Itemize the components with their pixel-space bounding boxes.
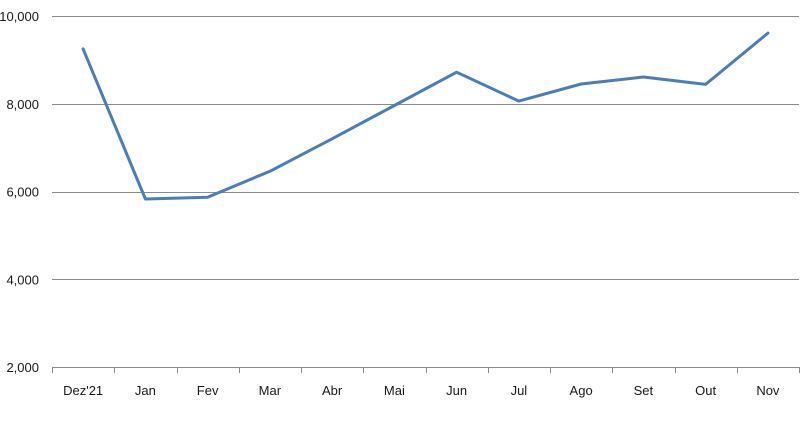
data-point-Jul	[517, 100, 520, 103]
data-point-Set	[642, 75, 645, 78]
x-axis-labels: Dez'21 Jan Fev Mar Abr Mai Jun Jul Ago Set Out Nov	[63, 383, 780, 398]
x-tick-label: Dez'21	[63, 383, 103, 398]
series-line-1	[81, 31, 770, 201]
x-tick-label: Jan	[135, 383, 156, 398]
x-tick-label: Mai	[384, 383, 405, 398]
y-tick-label: 4,000	[6, 272, 39, 287]
series-group	[81, 31, 770, 201]
x-tick-label: Jul	[511, 383, 528, 398]
data-point-Ago	[580, 83, 583, 86]
x-tick-label: Out	[695, 383, 716, 398]
data-point-Fev	[206, 196, 209, 199]
y-tick-label: 6,000	[6, 185, 39, 200]
data-point-Jan	[144, 197, 147, 200]
data-point-Dez21	[82, 47, 85, 50]
data-point-Jun	[455, 71, 458, 74]
y-tick-label: 2,000	[6, 360, 39, 375]
data-point-Mar	[268, 170, 271, 173]
gridlines	[52, 16, 799, 368]
x-tick-label: Ago	[570, 383, 593, 398]
data-point-Abr	[331, 137, 334, 140]
data-point-Nov	[766, 32, 769, 35]
x-tick-label: Abr	[322, 383, 343, 398]
x-tick-label: Set	[634, 383, 654, 398]
y-axis-labels: 2,000 4,000 6,000 8,000 10,000	[0, 9, 39, 375]
y-tick-label: 8,000	[6, 97, 39, 112]
y-tick-label: 10,000	[0, 9, 39, 24]
x-tick-label: Fev	[197, 383, 219, 398]
data-point-Out	[704, 83, 707, 86]
x-tick-label: Mar	[259, 383, 282, 398]
x-tick-label: Jun	[446, 383, 467, 398]
x-tick-label: Nov	[756, 383, 780, 398]
data-point-Mai	[393, 104, 396, 107]
